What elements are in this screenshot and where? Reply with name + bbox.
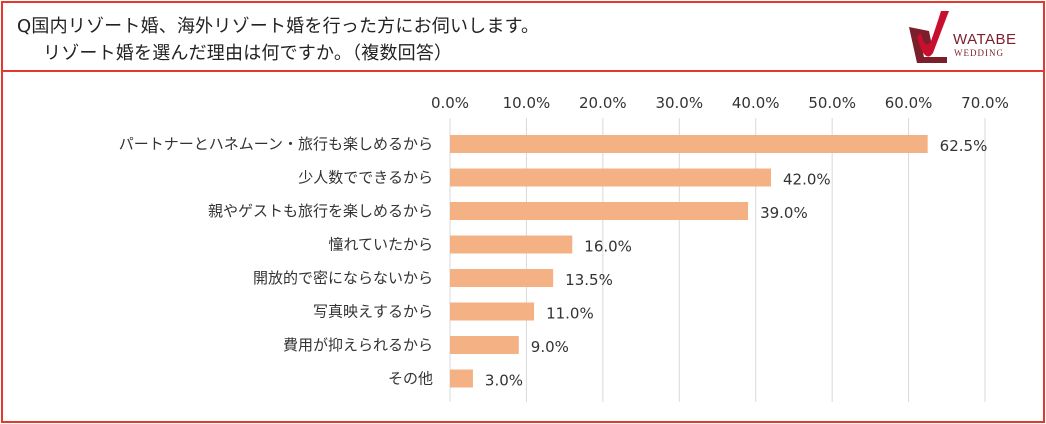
bar [450, 202, 749, 220]
bar [450, 336, 519, 354]
x-tick-label: 20.0% [579, 94, 627, 112]
x-tick-label: 10.0% [503, 94, 551, 112]
category-label: 費用が抑えられるから [283, 336, 433, 354]
category-label: 写真映えするから [313, 303, 433, 321]
data-label: 13.5% [565, 271, 613, 289]
x-tick-label: 40.0% [732, 94, 780, 112]
x-tick-label: 30.0% [655, 94, 703, 112]
bar [450, 168, 771, 187]
data-label: 11.0% [546, 305, 594, 323]
x-tick-label: 0.0% [431, 94, 469, 112]
question-text-line1: Q国内リゾート婚、海外リゾート婚を行った方にお伺いします。 [17, 16, 540, 37]
bar [450, 235, 573, 254]
logo-sub-text: WEDDING [954, 48, 1004, 58]
category-label: その他 [388, 370, 433, 388]
question-text-line2: リゾート婚を選んだ理由は何ですか。（複数回答） [43, 43, 453, 64]
category-label: 親やゲストも旅行を楽しめるから [208, 202, 433, 220]
x-tick-label: 50.0% [808, 94, 856, 112]
data-label: 3.0% [485, 372, 523, 390]
watabe-wedding-logo: WATABE WEDDING [903, 7, 1033, 65]
data-label: 62.5% [940, 137, 988, 155]
bar [450, 269, 554, 287]
bar [450, 302, 535, 321]
category-label: 憧れていたから [328, 236, 433, 254]
data-label: 39.0% [760, 204, 808, 222]
data-label: 42.0% [783, 171, 831, 189]
bar [450, 369, 473, 388]
x-tick-label: 60.0% [885, 94, 933, 112]
category-label: 少人数でできるから [298, 169, 433, 187]
data-label: 9.0% [531, 338, 569, 356]
chart-header: Q国内リゾート婚、海外リゾート婚を行った方にお伺いします。 リゾート婚を選んだ理… [3, 3, 1043, 72]
category-label: 開放的で密にならないから [253, 269, 433, 287]
ribbon-logo-icon [909, 11, 949, 63]
data-label: 16.0% [584, 238, 632, 256]
bar [450, 135, 928, 153]
x-tick-label: 70.0% [961, 94, 1009, 112]
category-label: パートナーとハネムーン・旅行も楽しめるから [119, 135, 433, 153]
logo-brand-text: WATABE [953, 31, 1017, 48]
